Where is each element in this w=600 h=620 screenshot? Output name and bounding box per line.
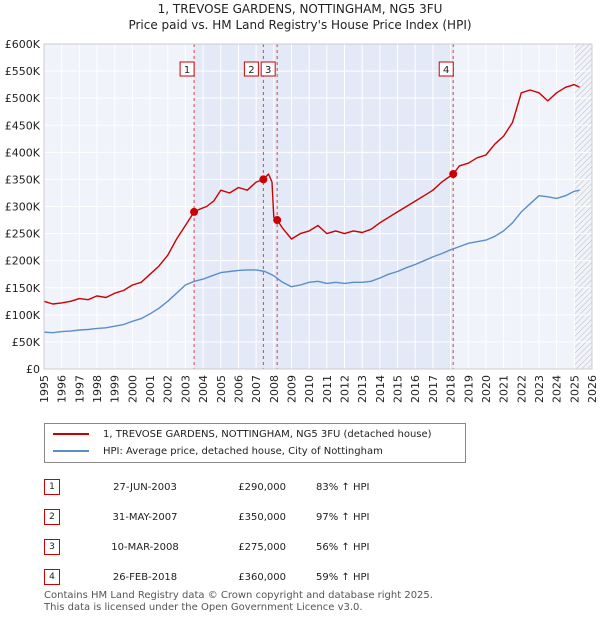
sale-number: 2 [44,509,60,525]
sales-table: 1 27-JUN-2003 £290,000 83% ↑ HPI 2 31-MA… [44,472,416,592]
annotation-label: 4 [443,65,449,76]
y-tick-label: £0 [26,363,40,376]
annotation-label: 1 [184,65,190,76]
sale-point [259,175,268,184]
legend-label-hpi: HPI: Average price, detached house, City… [103,445,383,457]
x-tick-label: 2011 [321,375,334,403]
sale-point [273,216,282,225]
footer-copyright: Contains HM Land Registry data © Crown c… [44,590,433,601]
table-row: 2 31-MAY-2007 £350,000 97% ↑ HPI [44,502,416,532]
x-tick-label: 2023 [533,375,546,403]
x-tick-label: 2010 [303,375,316,403]
footer: Contains HM Land Registry data © Crown c… [44,590,433,614]
x-tick-label: 2017 [427,375,440,403]
y-tick-label: £450K [5,119,41,132]
sale-date: 26-FEB-2018 [112,571,178,583]
table-row: 4 26-FEB-2018 £360,000 59% ↑ HPI [44,562,416,592]
sale-price: £360,000 [238,571,286,583]
legend-item-hpi: HPI: Average price, detached house, City… [53,443,383,459]
x-tick-label: 1996 [56,375,69,403]
table-row: 1 27-JUN-2003 £290,000 83% ↑ HPI [44,472,416,502]
y-tick-label: £350K [5,173,41,186]
x-tick-label: 2018 [445,375,458,403]
y-tick-label: £250K [5,228,41,241]
x-tick-label: 2016 [409,375,422,403]
x-tick-label: 2014 [374,375,387,403]
annotation-box [438,61,454,77]
sale-hpi: 56% ↑ HPI [316,541,370,553]
x-tick-label: 2004 [197,375,210,403]
legend-swatch-property [53,433,89,435]
x-tick-label: 2001 [144,375,157,403]
annotation-label: 2 [248,65,254,76]
legend-item-property: 1, TREVOSE GARDENS, NOTTINGHAM, NG5 3FU … [53,426,432,442]
x-tick-label: 2019 [462,375,475,403]
y-tick-label: £550K [5,65,41,78]
sale-hpi: 83% ↑ HPI [316,481,370,493]
y-tick-label: £500K [5,92,41,105]
sale-point [190,207,199,216]
x-tick-label: 2000 [126,375,139,403]
price-chart: 1 2 3 4 £0 £50K £100K £150K £200K £250K £300K £350K… [5,38,599,403]
sale-date: 10-MAR-2008 [111,541,179,553]
y-tick-label: £200K [5,255,41,268]
x-tick-label: 1997 [73,375,86,403]
x-tick-label: 2002 [162,375,175,403]
x-tick-label: 1998 [91,375,104,403]
y-tick-label: £400K [5,146,41,159]
y-tick-label: £100K [5,309,41,322]
annotation-box [260,61,276,77]
x-tick-label: 2013 [356,375,369,403]
legend-label-property: 1, TREVOSE GARDENS, NOTTINGHAM, NG5 3FU … [103,428,432,440]
x-tick-label: 2005 [215,375,228,403]
sale-point [449,170,458,178]
table-row: 3 10-MAR-2008 £275,000 56% ↑ HPI [44,532,416,562]
x-tick-label: 2003 [179,375,192,403]
sale-price: £350,000 [238,511,286,523]
sale-price: £290,000 [238,481,286,493]
x-tick-label: 2007 [250,375,263,403]
sale-price: £275,000 [238,541,286,553]
plot-border [43,43,593,370]
property-price-line [43,83,580,305]
annotation-box [243,61,259,77]
sale-number: 4 [44,569,60,585]
x-tick-label: 2020 [480,375,493,403]
y-tick-label: £600K [5,38,41,51]
annotation-box [179,61,195,77]
sale-number: 3 [44,539,60,555]
x-tick-label: 2008 [268,375,281,403]
x-tick-label: 2012 [339,375,352,403]
footer-licence: This data is licensed under the Open Gov… [44,602,363,613]
x-tick-label: 2022 [515,375,528,403]
legend-swatch-hpi [53,450,89,452]
sale-hpi: 59% ↑ HPI [316,571,370,583]
chart-subtitle: Price paid vs. HM Land Registry's House … [128,18,472,32]
x-tick-label: 2024 [551,375,564,403]
legend: 1, TREVOSE GARDENS, NOTTINGHAM, NG5 3FU … [44,423,466,463]
hpi-line [43,189,580,334]
sale-number: 1 [44,479,60,495]
x-tick-label: 2026 [586,375,599,403]
y-tick-label: £150K [5,282,41,295]
annotation-label: 3 [265,65,271,76]
x-tick-label: 2006 [232,375,245,403]
chart-title: 1, TREVOSE GARDENS, NOTTINGHAM, NG5 3FU [157,2,443,16]
sale-hpi: 97% ↑ HPI [316,511,370,523]
sale-date: 27-JUN-2003 [113,481,177,493]
x-tick-label: 2009 [285,375,298,403]
x-tick-label: 1995 [38,375,51,403]
x-tick-label: 2015 [392,375,405,403]
sale-date: 31-MAY-2007 [112,511,178,523]
x-tick-label: 1999 [109,375,122,403]
x-tick-label: 2021 [498,375,511,403]
y-tick-label: £300K [5,201,41,214]
y-tick-label: £50K [12,336,41,349]
x-tick-label: 2025 [568,375,581,403]
